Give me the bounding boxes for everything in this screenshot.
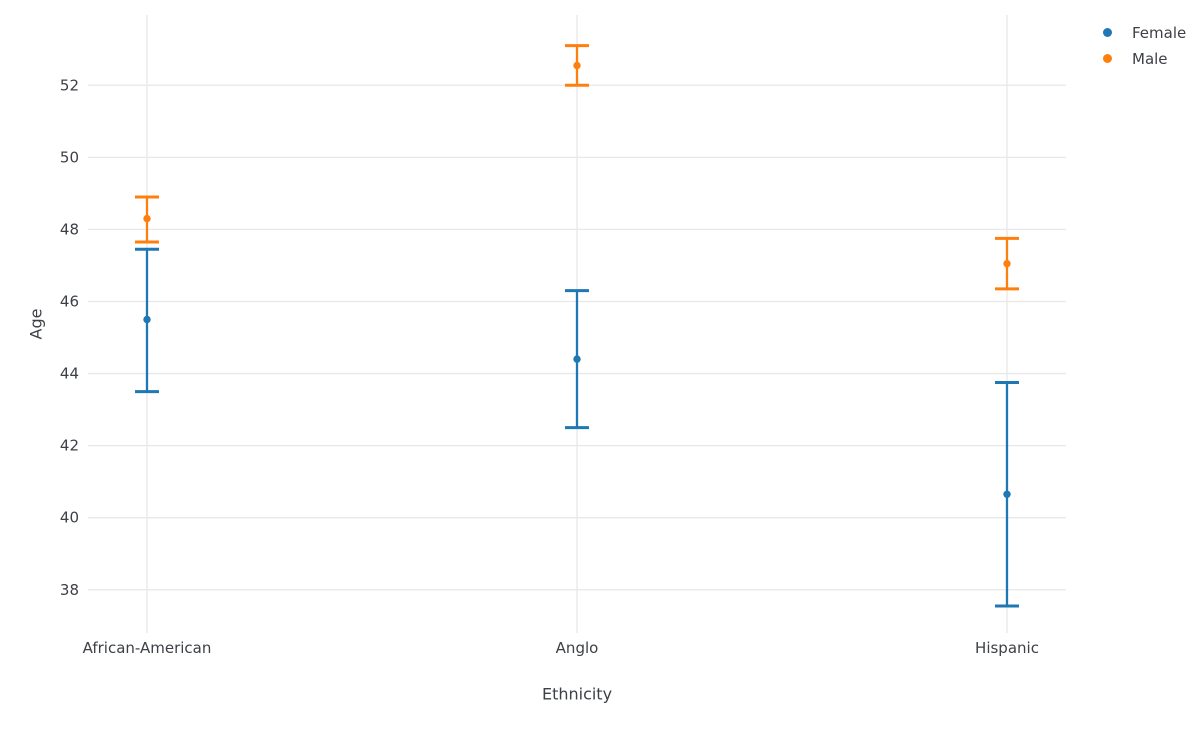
y-tick-label: 50 [60,148,79,166]
y-tick-label: 48 [60,220,79,238]
y-tick-label: 52 [60,76,79,94]
y-tick-label: 40 [60,509,79,527]
y-tick-label: 46 [60,292,79,310]
data-point[interactable] [1003,490,1011,498]
legend-item[interactable]: Male [1103,46,1186,71]
legend-label: Male [1132,49,1168,68]
legend-swatch-dot-icon [1103,54,1112,63]
x-tick-label: Anglo [556,639,599,657]
y-tick-label: 42 [60,437,79,455]
x-axis-title: Ethnicity [541,684,613,704]
legend-swatch-dot-icon [1103,28,1112,37]
legend: Female Male [1103,20,1186,71]
data-point[interactable] [573,355,581,363]
y-axis-title: Age [26,308,46,340]
legend-label: Female [1132,23,1187,42]
y-tick-label: 44 [60,365,79,383]
data-point[interactable] [1003,259,1011,268]
data-point[interactable] [143,315,151,324]
data-point[interactable] [143,214,151,223]
x-tick-label: African-American [83,639,212,657]
x-tick-label: Hispanic [975,639,1039,657]
y-tick-label: 38 [60,581,79,599]
data-point[interactable] [573,61,581,70]
legend-item[interactable]: Female [1103,20,1186,45]
